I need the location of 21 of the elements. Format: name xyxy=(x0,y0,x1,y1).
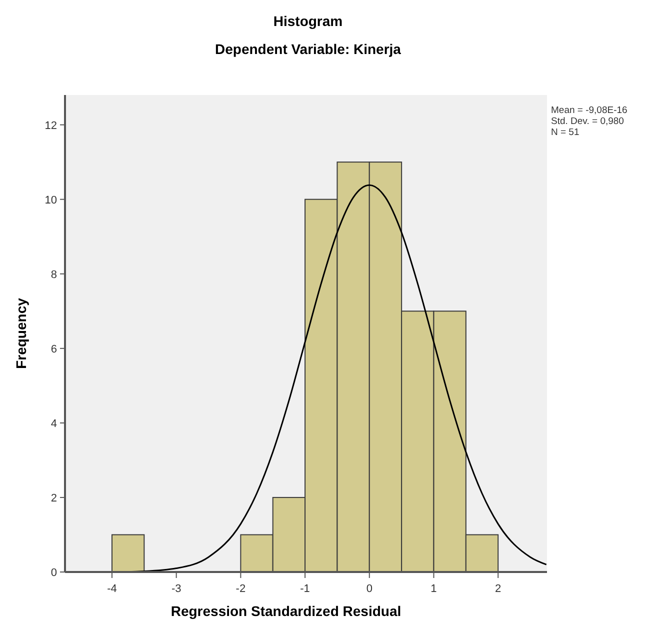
chart-subtitle: Dependent Variable: Kinerja xyxy=(215,41,402,57)
y-tick-label: 6 xyxy=(50,343,57,356)
x-tick-label: 2 xyxy=(495,583,502,595)
y-tick-label: 2 xyxy=(50,492,57,504)
x-tick-label: 0 xyxy=(366,583,372,595)
x-tick-label: -2 xyxy=(236,583,246,595)
text: Mean = -9,08E-16 xyxy=(551,105,628,116)
text: N = 51 xyxy=(551,127,580,138)
y-tick-label: 12 xyxy=(44,120,57,132)
y-tick-label: 8 xyxy=(50,268,57,281)
y-tick-label: 10 xyxy=(44,194,57,206)
x-tick-label: -3 xyxy=(171,583,182,595)
x-tick-label: 1 xyxy=(430,583,437,595)
y-axis-title: Frequency xyxy=(13,298,29,369)
y-tick-label: 4 xyxy=(50,418,57,430)
chart-title: Histogram xyxy=(273,13,343,29)
text: Std. Dev. = 0,980 xyxy=(551,116,624,127)
y-tick-label: 0 xyxy=(50,567,57,579)
x-axis-title: Regression Standardized Residual xyxy=(170,603,402,619)
x-tick-label: -1 xyxy=(300,583,310,595)
x-tick-label: -4 xyxy=(107,583,117,595)
